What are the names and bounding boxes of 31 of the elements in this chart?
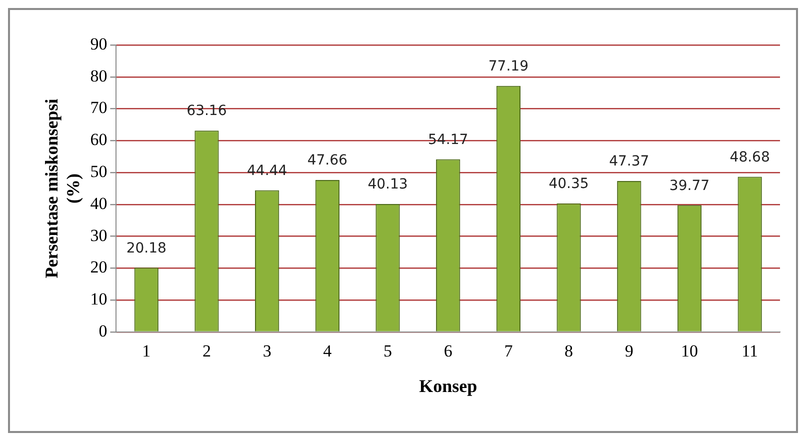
y-axis-title: Persentase miskonsepsi (%) — [41, 98, 84, 278]
data-label: 47.66 — [307, 152, 348, 169]
data-label: 20.18 — [126, 240, 166, 256]
data-label: 77.19 — [488, 58, 528, 74]
y-tick-label: 70 — [90, 98, 108, 118]
x-tick-label: 8 — [564, 342, 574, 361]
y-tick-label: 50 — [90, 162, 108, 182]
x-tick-label: 1 — [142, 342, 151, 361]
y-tick-label: 60 — [90, 130, 108, 150]
x-tick-label: 2 — [202, 342, 211, 361]
y-tick-label: 20 — [90, 258, 108, 277]
x-tick-label: 6 — [444, 342, 452, 361]
x-tick-label: 9 — [624, 342, 634, 361]
y-tick-label: 30 — [90, 226, 108, 245]
y-tick-label: 40 — [90, 194, 108, 213]
y-tick-label: 10 — [90, 290, 108, 309]
data-label: 40.35 — [548, 176, 589, 192]
x-tick-label: 4 — [323, 342, 332, 361]
data-label: 48.68 — [730, 149, 770, 166]
x-tick-label: 3 — [262, 342, 272, 361]
y-tick-label: 0 — [98, 321, 108, 340]
x-tick-label: 7 — [504, 342, 514, 361]
y-tick-label: 80 — [90, 66, 108, 86]
y-tick-label: 90 — [90, 34, 108, 54]
x-tick-label: 11 — [742, 342, 758, 361]
data-label: 39.77 — [669, 178, 710, 194]
x-tick-label: 10 — [680, 342, 698, 361]
x-tick-label: 5 — [384, 342, 392, 361]
x-axis-title: Konsep — [419, 376, 478, 396]
data-label: 47.37 — [609, 154, 650, 170]
data-label: 40.13 — [368, 176, 408, 193]
